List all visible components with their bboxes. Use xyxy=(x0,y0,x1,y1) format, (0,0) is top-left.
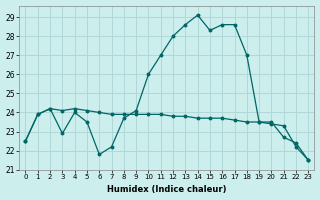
X-axis label: Humidex (Indice chaleur): Humidex (Indice chaleur) xyxy=(107,185,227,194)
